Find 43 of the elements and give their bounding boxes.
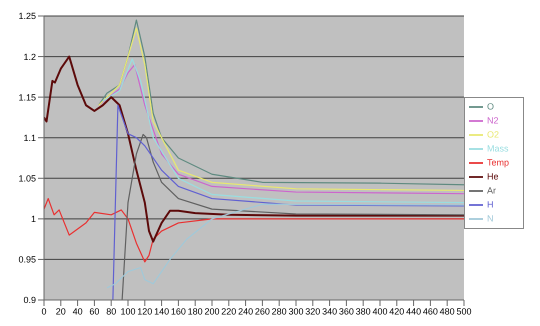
- x-tick-label: 460: [422, 306, 438, 316]
- legend-label: Ar: [486, 185, 496, 196]
- legend-label: He: [486, 171, 498, 182]
- y-tick-label: 1.05: [18, 173, 36, 184]
- x-tick-label: 80: [106, 306, 116, 316]
- x-tick-label: 40: [72, 306, 83, 316]
- x-tick-label: 280: [272, 306, 287, 316]
- legend-label: N2: [486, 115, 498, 126]
- x-tick-label: 240: [238, 306, 254, 316]
- x-tick-label: 120: [137, 306, 152, 316]
- x-tick-label: 420: [389, 306, 404, 316]
- x-tick-label: 100: [120, 306, 136, 316]
- x-tick-label: 360: [338, 306, 354, 316]
- x-tick-label: 140: [154, 306, 170, 316]
- x-tick-label: 200: [204, 306, 220, 316]
- y-tick-label: 1.2: [23, 52, 36, 62]
- x-tick-label: 0: [41, 306, 47, 316]
- x-tick-label: 400: [372, 306, 388, 316]
- legend-label: H: [486, 199, 494, 210]
- legend-label: Mass: [486, 143, 508, 154]
- legend-label: Temp: [486, 157, 509, 168]
- y-tick-label: 1.15: [18, 92, 36, 102]
- x-tick-label: 180: [188, 306, 203, 316]
- x-tick-label: 220: [221, 306, 236, 316]
- y-tick-label: 0.95: [18, 254, 36, 265]
- x-tick-label: 60: [89, 306, 100, 316]
- x-tick-label: 20: [56, 306, 66, 316]
- y-tick-label: 1.1: [23, 132, 36, 143]
- x-tick-label: 480: [440, 306, 455, 316]
- y-tick-label: 0.9: [23, 295, 36, 306]
- x-tick-label: 440: [406, 306, 422, 316]
- x-tick-label: 300: [288, 306, 304, 316]
- x-tick-label: 500: [456, 306, 472, 316]
- x-tick-label: 260: [254, 306, 270, 316]
- legend-label: O2: [486, 129, 499, 140]
- legend-label: O: [486, 101, 494, 112]
- x-tick-label: 340: [322, 306, 338, 316]
- x-tick-label: 320: [305, 306, 320, 316]
- x-tick-label: 380: [356, 306, 371, 316]
- x-tick-label: 160: [170, 306, 186, 316]
- legend-label: N: [486, 213, 494, 224]
- y-tick-label: 1.25: [18, 11, 36, 22]
- y-tick-label: 1: [30, 214, 36, 224]
